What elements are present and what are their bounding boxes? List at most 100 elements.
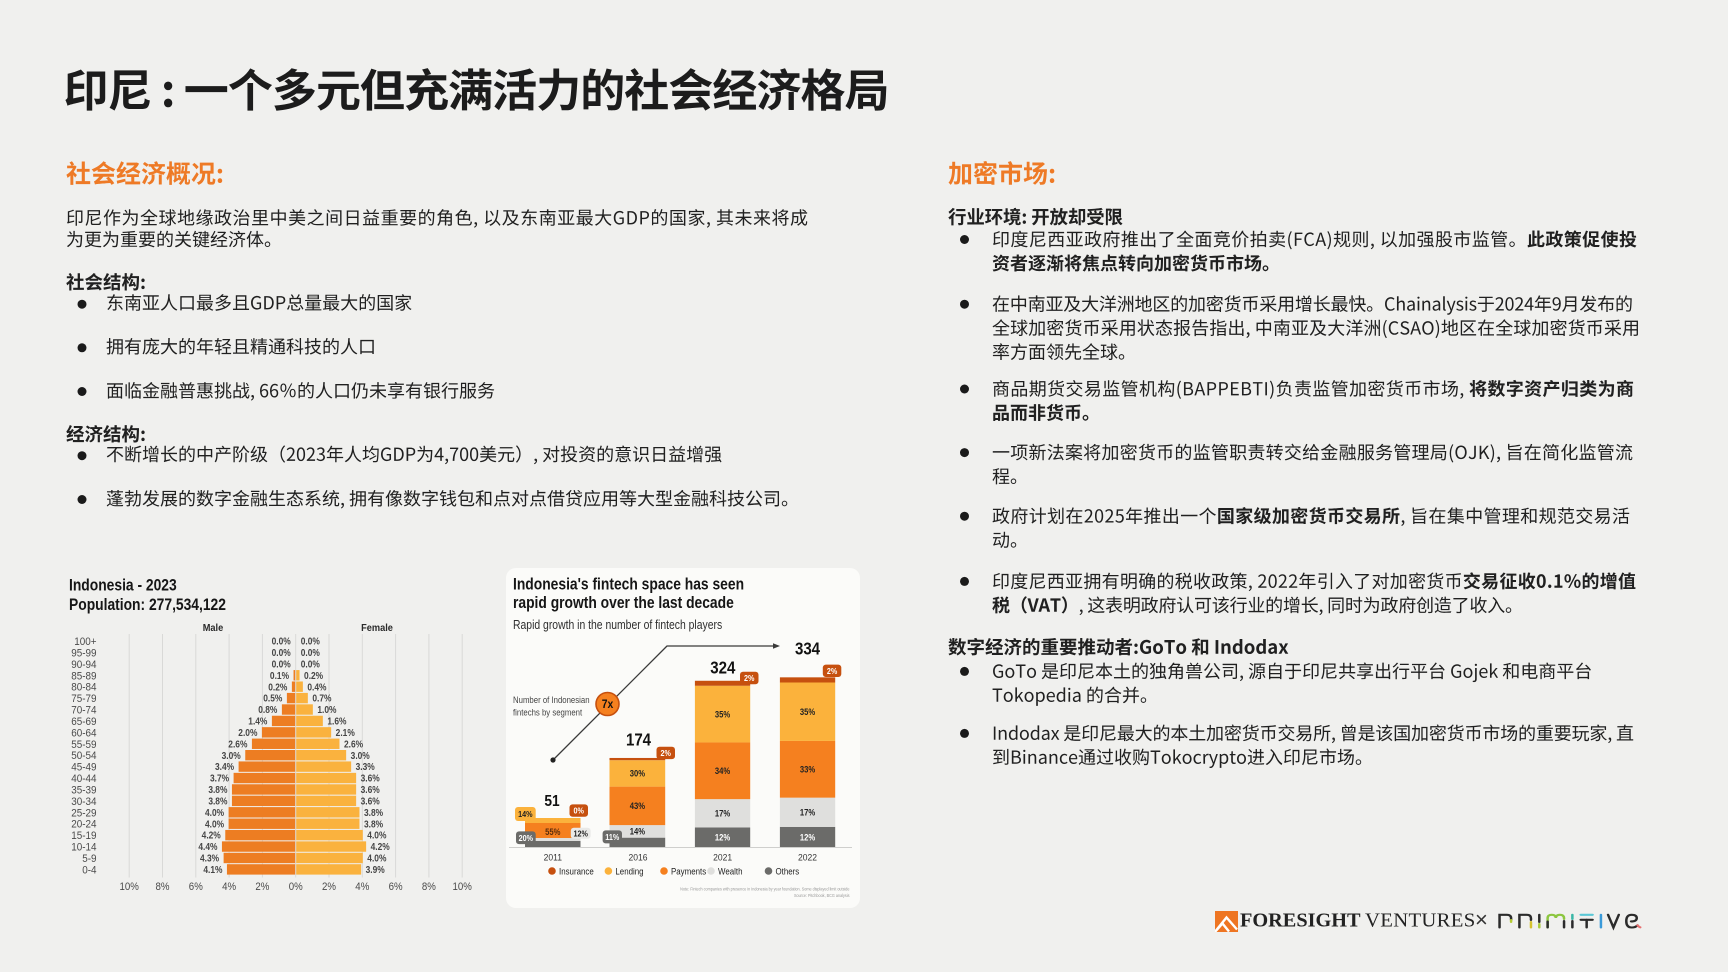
- svg-text:0.5%: 0.5%: [263, 693, 282, 704]
- svg-text:3.8%: 3.8%: [364, 807, 383, 818]
- svg-text:2%: 2%: [322, 882, 336, 894]
- svg-text:fintechs by segment: fintechs by segment: [513, 707, 583, 718]
- svg-text:14%: 14%: [630, 826, 646, 837]
- svg-text:30-34: 30-34: [71, 796, 96, 808]
- svg-text:11%: 11%: [605, 832, 619, 842]
- svg-text:Insurance: Insurance: [559, 866, 594, 877]
- svg-text:100+: 100+: [74, 637, 96, 649]
- svg-text:Male: Male: [203, 623, 224, 635]
- svg-text:17%: 17%: [715, 808, 731, 819]
- svg-text:0.0%: 0.0%: [272, 636, 291, 647]
- svg-text:6%: 6%: [189, 882, 203, 894]
- svg-text:55%: 55%: [545, 826, 561, 837]
- svg-text:12%: 12%: [715, 832, 731, 843]
- svg-text:3.0%: 3.0%: [351, 750, 370, 761]
- svg-text:×: ×: [1475, 907, 1488, 932]
- svg-text:0.0%: 0.0%: [301, 659, 320, 670]
- svg-text:4.2%: 4.2%: [202, 830, 221, 841]
- svg-text:2.6%: 2.6%: [228, 739, 247, 750]
- svg-text:3.3%: 3.3%: [356, 762, 375, 773]
- svg-text:3.6%: 3.6%: [361, 773, 380, 784]
- svg-text:65-69: 65-69: [71, 717, 96, 729]
- svg-text:Wealth: Wealth: [718, 866, 743, 877]
- svg-text:3.6%: 3.6%: [361, 796, 380, 807]
- svg-text:2%: 2%: [827, 666, 837, 676]
- svg-text:334: 334: [795, 639, 820, 658]
- svg-text:12%: 12%: [573, 829, 587, 839]
- svg-text:0.8%: 0.8%: [258, 704, 277, 715]
- svg-text:4.0%: 4.0%: [205, 807, 224, 818]
- svg-text:20%: 20%: [519, 833, 533, 843]
- svg-text:0%: 0%: [289, 882, 303, 894]
- svg-text:1.6%: 1.6%: [327, 716, 346, 727]
- svg-text:50-54: 50-54: [71, 751, 96, 763]
- svg-text:3.8%: 3.8%: [208, 796, 227, 807]
- svg-text:43%: 43%: [630, 800, 646, 811]
- svg-text:3.7%: 3.7%: [210, 773, 229, 784]
- svg-text:0.0%: 0.0%: [272, 647, 291, 658]
- svg-text:25-29: 25-29: [71, 808, 96, 820]
- svg-text:4.0%: 4.0%: [367, 830, 386, 841]
- svg-text:34%: 34%: [715, 765, 731, 776]
- svg-text:3.8%: 3.8%: [208, 784, 227, 795]
- svg-text:Note: Fintech companies with p: Note: Fintech companies with presence in…: [680, 886, 850, 891]
- svg-text:2011: 2011: [544, 852, 562, 863]
- svg-text:35%: 35%: [715, 709, 731, 720]
- svg-text:Population: 277,534,122: Population: 277,534,122: [69, 596, 226, 614]
- svg-text:8%: 8%: [156, 882, 170, 894]
- svg-text:0.2%: 0.2%: [304, 670, 323, 681]
- svg-text:1.4%: 1.4%: [248, 716, 267, 727]
- svg-text:51: 51: [544, 792, 559, 810]
- svg-text:12%: 12%: [800, 832, 816, 843]
- svg-text:15-19: 15-19: [71, 831, 96, 843]
- svg-text:95-99: 95-99: [71, 648, 96, 660]
- svg-text:17%: 17%: [800, 807, 816, 818]
- svg-text:14%: 14%: [518, 809, 532, 819]
- svg-text:2.6%: 2.6%: [344, 739, 363, 750]
- svg-text:2%: 2%: [744, 673, 754, 683]
- svg-text:20-24: 20-24: [71, 819, 96, 831]
- svg-text:4.2%: 4.2%: [371, 841, 390, 852]
- svg-text:4.0%: 4.0%: [367, 853, 386, 864]
- svg-text:60-64: 60-64: [71, 728, 96, 740]
- svg-text:4%: 4%: [355, 882, 369, 894]
- svg-text:0.0%: 0.0%: [301, 636, 320, 647]
- svg-text:324: 324: [710, 658, 735, 677]
- svg-text:7x: 7x: [602, 699, 614, 712]
- svg-text:3.4%: 3.4%: [215, 762, 234, 773]
- svg-text:2021: 2021: [713, 852, 732, 863]
- svg-text:Number of Indonesian: Number of Indonesian: [513, 694, 590, 705]
- svg-text:35%: 35%: [800, 706, 816, 717]
- svg-text:70-74: 70-74: [71, 705, 96, 717]
- svg-text:Rapid growth in the number of: Rapid growth in the number of fintech pl…: [513, 618, 722, 632]
- svg-text:4.4%: 4.4%: [198, 841, 217, 852]
- svg-text:Payments: Payments: [671, 866, 706, 877]
- svg-text:10-14: 10-14: [71, 842, 96, 854]
- svg-text:10%: 10%: [120, 882, 139, 894]
- svg-text:Indonesia - 2023: Indonesia - 2023: [69, 576, 177, 594]
- svg-text:8%: 8%: [422, 882, 436, 894]
- svg-text:35-39: 35-39: [71, 785, 96, 797]
- svg-text:4.1%: 4.1%: [203, 864, 222, 875]
- svg-text:Source: Pitchbook, BCG analysi: Source: Pitchbook, BCG analysis: [794, 893, 850, 898]
- svg-text:40-44: 40-44: [71, 774, 96, 786]
- svg-text:Lending: Lending: [615, 866, 643, 877]
- svg-text:85-89: 85-89: [71, 671, 96, 683]
- svg-text:3.9%: 3.9%: [366, 864, 385, 875]
- svg-text:2%: 2%: [661, 748, 671, 758]
- svg-text:0.0%: 0.0%: [272, 659, 291, 670]
- svg-text:3.8%: 3.8%: [364, 819, 383, 830]
- svg-text:0%: 0%: [574, 806, 584, 816]
- svg-text:75-79: 75-79: [71, 694, 96, 706]
- svg-text:0.0%: 0.0%: [301, 647, 320, 658]
- svg-text:3.6%: 3.6%: [361, 784, 380, 795]
- svg-text:rapid growth over the last dec: rapid growth over the last decade: [513, 594, 734, 612]
- svg-text:5-9: 5-9: [82, 854, 96, 866]
- svg-text:0.2%: 0.2%: [268, 682, 287, 693]
- svg-text:Indonesia's fintech space has: Indonesia's fintech space has seen: [513, 575, 744, 593]
- svg-text:0.7%: 0.7%: [312, 693, 331, 704]
- svg-text:0-4: 0-4: [82, 865, 96, 877]
- svg-text:Female: Female: [361, 623, 393, 635]
- svg-text:174: 174: [626, 730, 651, 749]
- svg-text:1.0%: 1.0%: [317, 704, 336, 715]
